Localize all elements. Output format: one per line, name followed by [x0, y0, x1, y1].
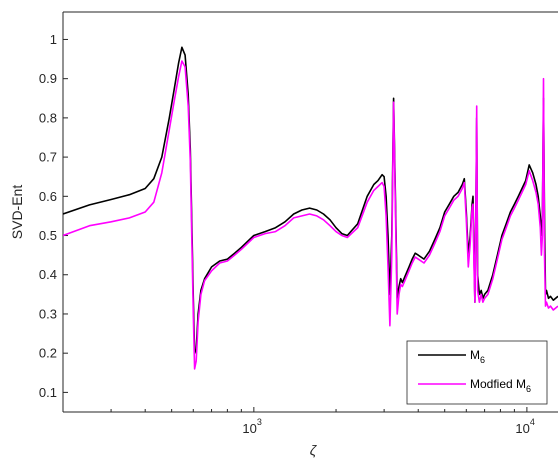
y-tick-label: 0.1	[39, 385, 57, 400]
legend-label: M6	[470, 348, 485, 365]
y-ticks: 0.1 0.2 0.3 0.4 0.5 0.6 0.7 0.8 0.9 1	[39, 32, 68, 400]
y-tick-label: 0.2	[39, 346, 57, 361]
y-tick-label: 0.3	[39, 306, 57, 321]
legend-label: Modfied M6	[470, 377, 531, 394]
y-axis-label: SVD-Ent	[9, 185, 25, 240]
x-ticks: 10 3 10 4	[62, 407, 535, 436]
series-line-modified-m6	[63, 60, 558, 370]
legend-box	[406, 340, 548, 405]
legend-label-subscript: 6	[526, 384, 531, 394]
y-tick-label: 1	[50, 32, 57, 47]
y-tick-label: 0.9	[39, 71, 57, 86]
x-tick-label: 10 3	[242, 417, 261, 436]
y-tick-label: 0.7	[39, 150, 57, 165]
legend-label-subscript: 6	[480, 355, 485, 365]
x-axis-label: ζ	[310, 442, 318, 458]
legend-label-name: M	[470, 348, 480, 362]
legend-label-name: Modfied M	[470, 377, 526, 391]
y-tick-label: 0.8	[39, 110, 57, 125]
x-tick-label-base: 10	[515, 421, 529, 436]
series-lines	[63, 46, 558, 370]
x-tick-label-exponent: 4	[530, 417, 535, 427]
x-tick-label-exponent: 3	[257, 417, 262, 427]
x-tick-label-base: 10	[242, 421, 256, 436]
x-tick-label: 10 4	[515, 417, 534, 436]
y-tick-label: 0.5	[39, 228, 57, 243]
y-tick-label: 0.4	[39, 267, 57, 282]
y-tick-label: 0.6	[39, 189, 57, 204]
